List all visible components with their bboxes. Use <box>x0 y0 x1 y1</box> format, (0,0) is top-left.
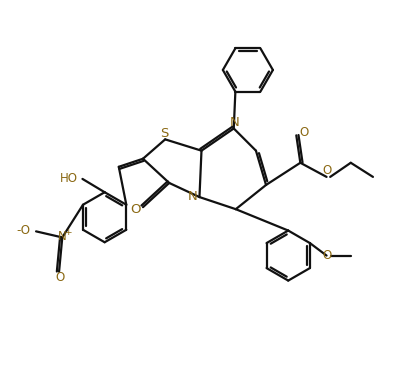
Text: +: + <box>64 228 71 237</box>
Text: N: N <box>230 116 239 129</box>
Text: -O: -O <box>16 224 31 237</box>
Text: O: O <box>131 203 141 216</box>
Text: N: N <box>187 190 197 203</box>
Text: O: O <box>322 164 332 177</box>
Text: O: O <box>55 271 64 284</box>
Text: S: S <box>160 127 168 140</box>
Text: O: O <box>323 249 332 262</box>
Text: N: N <box>58 230 67 243</box>
Text: O: O <box>299 126 308 139</box>
Text: HO: HO <box>59 172 78 184</box>
